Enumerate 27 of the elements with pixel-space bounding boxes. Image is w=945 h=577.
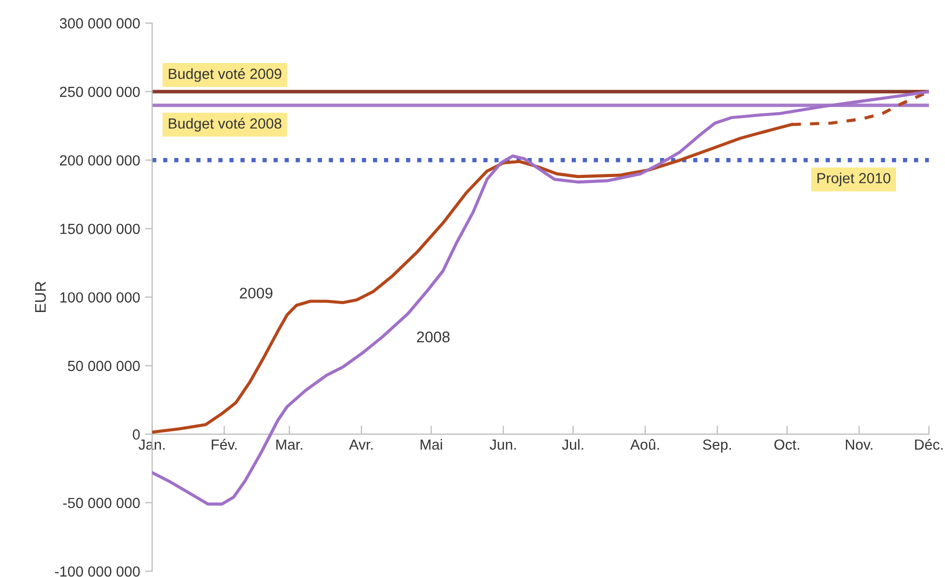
y-tick-label: 250 000 000: [60, 86, 140, 98]
ref-line-label: Budget voté 2009: [168, 68, 282, 82]
x-tick-label: Avr.: [349, 440, 373, 450]
x-tick-label: Jun.: [490, 440, 516, 450]
series-label: 2009: [240, 288, 272, 299]
x-tick-label: Sep.: [702, 439, 731, 453]
x-tick-label: Oct.: [774, 439, 800, 450]
x-tick-label: Fév.: [212, 438, 237, 450]
series-label: 2008: [417, 332, 450, 342]
y-tick-label: -50 000 000: [63, 498, 140, 508]
y-tick-label: 300 000 000: [60, 18, 140, 29]
x-tick-label: Déc.: [915, 438, 943, 450]
x-tick-label: Jul.: [562, 439, 584, 450]
x-tick-label: Nov.: [846, 440, 872, 450]
y-tick-label: 200 000 000: [60, 155, 140, 166]
x-tick-label: Jan.: [138, 440, 165, 450]
x-tick-label: Mai: [420, 439, 442, 450]
y-axis-title: EUR: [35, 282, 46, 312]
x-tick-label: Mar.: [276, 440, 302, 450]
y-tick-label: 150 000 000: [60, 224, 140, 234]
y-tick-label: 100 000 000: [60, 292, 140, 303]
y-tick-label: 50 000 000: [68, 360, 140, 372]
ref-line-label: Projet 2010: [817, 172, 890, 186]
y-tick-label: -100 000 000: [55, 566, 140, 577]
ref-line-label: Budget voté 2008: [168, 118, 282, 132]
x-tick-label: Aoû.: [630, 439, 659, 450]
y-tick-label: 0: [132, 429, 140, 440]
